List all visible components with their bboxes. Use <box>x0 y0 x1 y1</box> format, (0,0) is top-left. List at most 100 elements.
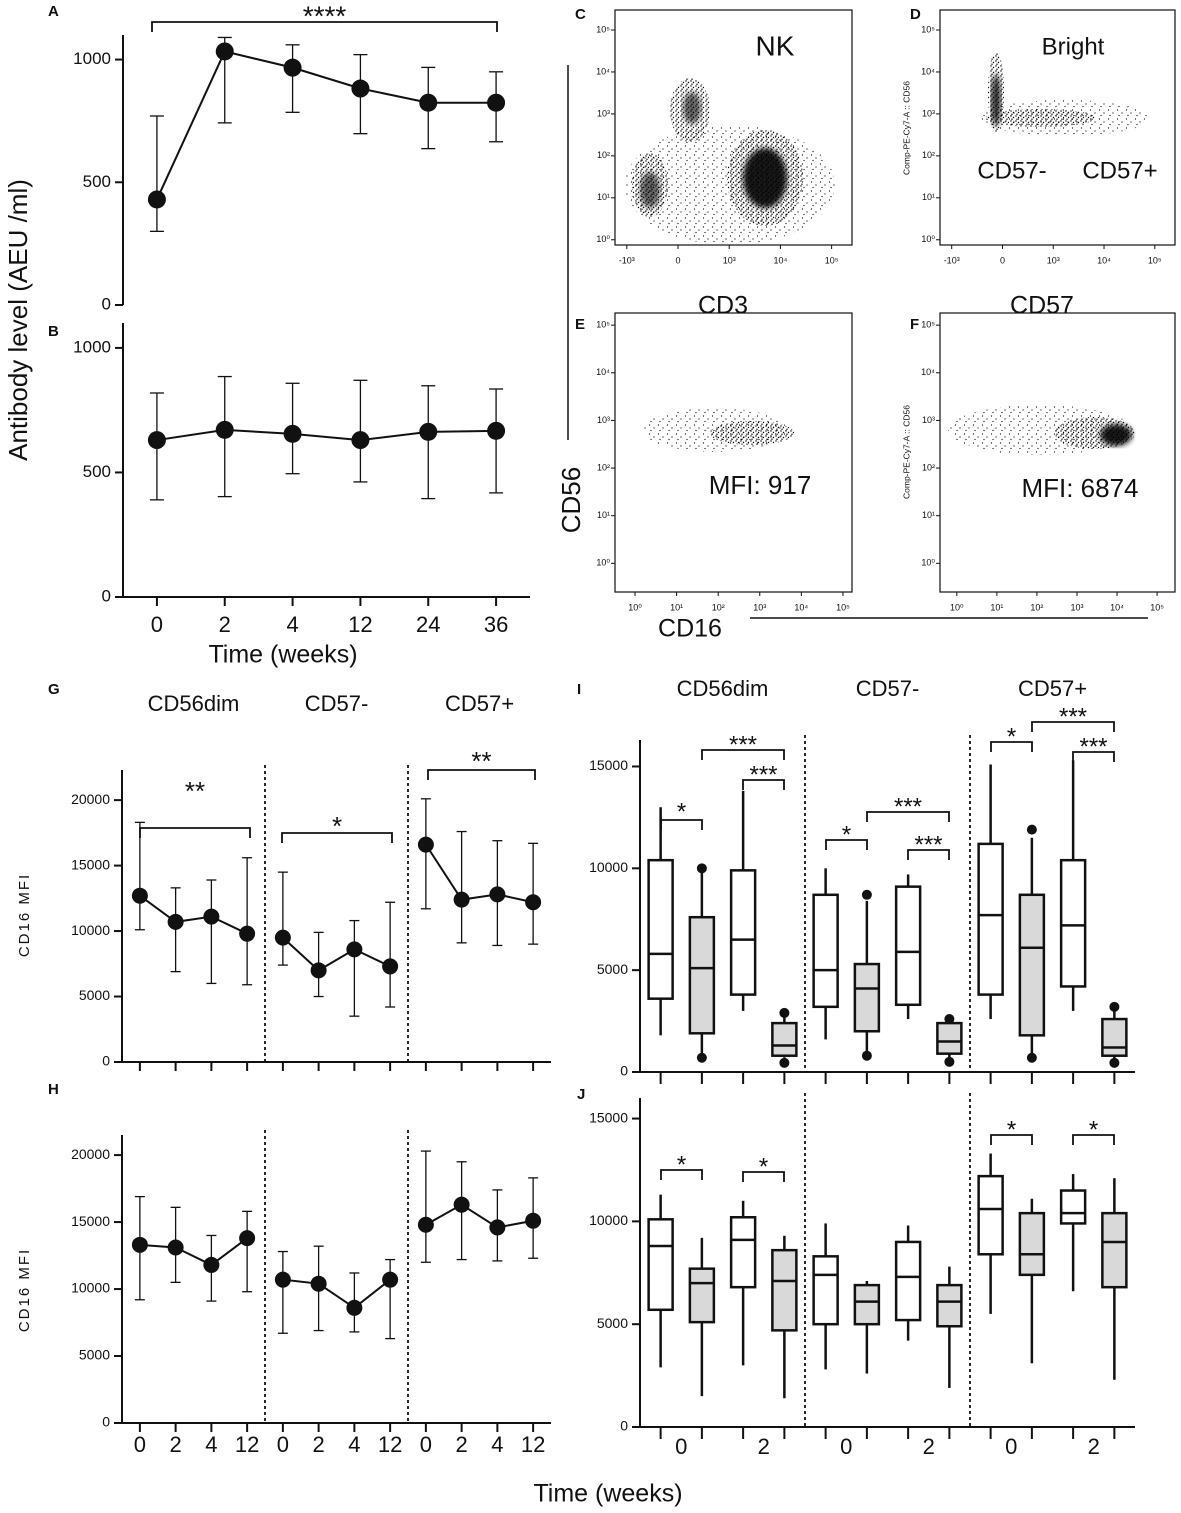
box <box>853 1283 881 1326</box>
y-axis-label: CD16 MFI <box>16 1248 33 1332</box>
y-tick-label: 15000 <box>589 757 628 773</box>
data-point <box>283 58 302 77</box>
x-tick-label: 2 <box>219 612 231 637</box>
plot-frame <box>614 9 853 246</box>
x-tick-label: 0 <box>1000 255 1005 265</box>
x-tick-label: -10³ <box>619 255 635 265</box>
significance-label: **** <box>303 0 347 31</box>
data-point <box>351 431 370 450</box>
x-axis-label: CD3 <box>698 292 748 320</box>
y-tick-label: 10000 <box>589 1212 628 1228</box>
x-axis-label: Time (weeks) <box>208 641 357 669</box>
box <box>1059 858 1087 988</box>
group-header: CD56dim <box>677 676 769 701</box>
data-point <box>283 424 302 443</box>
box <box>1018 1211 1046 1277</box>
data-point <box>239 925 256 942</box>
data-point <box>487 421 506 440</box>
y-tick-label: 1000 <box>73 49 111 68</box>
x-axis-label: Time (weeks) <box>533 1480 682 1508</box>
x-tick-label: 10⁴ <box>1097 255 1111 265</box>
x-tick-label: 12 <box>378 1432 402 1457</box>
x-tick-label: 0 <box>675 1434 687 1459</box>
x-tick-label: 0 <box>420 1432 432 1457</box>
data-point <box>167 1239 184 1256</box>
group-header: CD57+ <box>1018 676 1087 701</box>
significance-label: * <box>332 811 342 841</box>
y-tick-label: 0 <box>620 1418 628 1434</box>
y-tick-label: 10⁰ <box>921 234 935 244</box>
panel-label: C <box>575 6 586 23</box>
x-tick-label: 2 <box>923 1434 935 1459</box>
x-tick-label: 10⁰ <box>950 602 964 612</box>
data-line <box>156 50 497 200</box>
significance-label: * <box>1007 1116 1016 1143</box>
significance-bracket <box>825 839 868 850</box>
significance-bracket <box>660 1169 703 1180</box>
data-point <box>239 1230 256 1247</box>
plot-frame <box>614 312 853 593</box>
data-point <box>167 913 184 930</box>
cell-cloud <box>948 405 1135 455</box>
significance-label: *** <box>1059 703 1087 730</box>
x-tick-label: 10² <box>712 602 725 612</box>
panel-label: J <box>577 1086 585 1103</box>
data-point <box>274 1271 291 1288</box>
y-tick-label: 10000 <box>71 922 110 938</box>
box <box>894 1240 922 1322</box>
x-tick-label: 4 <box>286 612 298 637</box>
significance-label: * <box>842 821 851 848</box>
significance-bracket <box>866 811 950 822</box>
y-tick-label: 10² <box>597 150 610 160</box>
x-tick-label: 12 <box>235 1432 259 1457</box>
x-tick-label: 10³ <box>1047 255 1060 265</box>
data-point <box>215 42 234 61</box>
plot-frame <box>939 312 1176 593</box>
data-point <box>382 1271 399 1288</box>
y-tick-label: 0 <box>102 1414 110 1430</box>
box <box>729 1216 757 1289</box>
data-point <box>417 1216 434 1233</box>
box <box>771 1021 798 1057</box>
data-point <box>419 422 438 441</box>
gate-label: CD57+ <box>1082 157 1157 184</box>
y-tick-label: 10⁵ <box>921 24 935 34</box>
x-tick-label: 10⁵ <box>825 255 839 265</box>
data-point <box>489 886 506 903</box>
x-tick-label: 10¹ <box>990 602 1003 612</box>
x-tick-label: 10⁴ <box>794 602 808 612</box>
group-header: CD56dim <box>148 691 240 716</box>
x-tick-label: 24 <box>416 612 440 637</box>
y-tick-label: 10⁴ <box>596 367 610 377</box>
y-tick-label: 500 <box>83 462 111 481</box>
y-tick-label: 10⁵ <box>596 320 610 330</box>
x-tick-label: 0 <box>151 612 163 637</box>
data-point <box>310 962 327 979</box>
y-tick-label: 10⁴ <box>921 66 935 76</box>
significance-bracket <box>1072 751 1115 762</box>
significance-label: *** <box>749 761 777 788</box>
box <box>1059 1189 1087 1225</box>
data-line <box>425 1203 534 1229</box>
x-tick-label: 0 <box>277 1432 289 1457</box>
significance-bracket <box>742 779 785 790</box>
y-tick-label: 10³ <box>597 108 610 118</box>
box <box>936 1283 963 1328</box>
y-tick-label: 10⁰ <box>596 558 610 568</box>
data-point <box>487 93 506 112</box>
gate-label: NK <box>756 30 795 61</box>
data-point <box>351 79 370 98</box>
significance-label: *** <box>729 731 757 758</box>
box <box>688 1267 716 1324</box>
y-tick-label: 5000 <box>79 987 110 1003</box>
y-tick-label: 10² <box>922 150 935 160</box>
y-tick-label: 5000 <box>597 961 628 977</box>
y-tick-label: 10000 <box>589 859 628 875</box>
box <box>812 893 839 1009</box>
box <box>771 1248 798 1332</box>
y-tick-label: 10⁵ <box>596 24 610 34</box>
outlier <box>1109 1001 1120 1012</box>
x-tick-label: -10³ <box>944 255 960 265</box>
x-axis-label: CD57 <box>1010 292 1074 320</box>
gate-label: Bright <box>1042 33 1105 60</box>
